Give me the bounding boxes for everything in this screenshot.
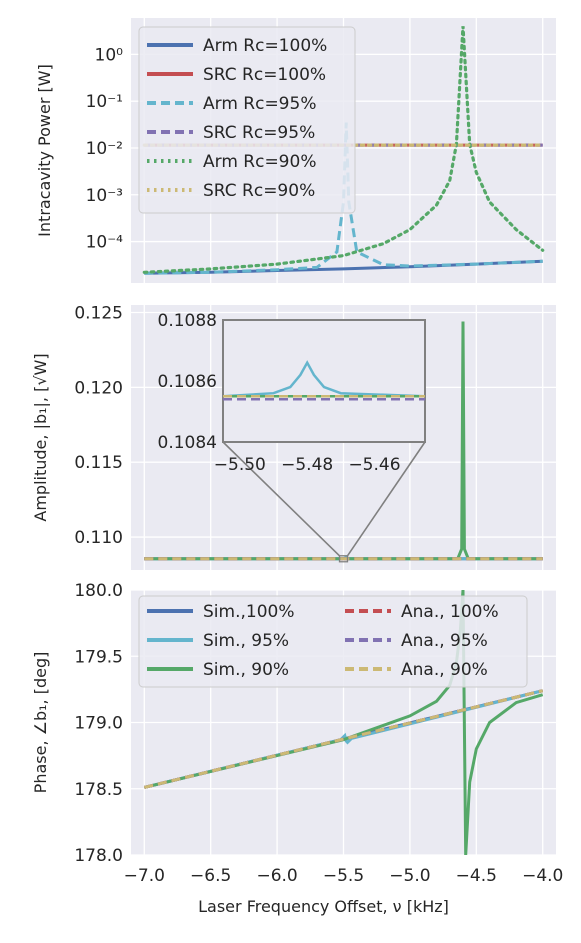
- inset-x-tick-label: −5.50: [214, 455, 266, 475]
- y-tick-label: 178.5: [74, 780, 123, 800]
- x-tick-label: −6.5: [190, 866, 231, 886]
- inset-y-tick-label: 0.1086: [158, 372, 217, 392]
- series-line-6: [143, 689, 544, 789]
- panel-2: 0.110 0.115 0.120 0.125 Amplitude, |b₁|, [√W…: [31, 303, 556, 570]
- inset-x-tick-label: −5.48: [281, 455, 333, 475]
- x-tick-label: −4.0: [522, 866, 563, 886]
- y-tick-label: 10⁰: [95, 45, 124, 65]
- y-tick-label: 10⁻³: [86, 186, 123, 206]
- inset-frame: [222, 319, 426, 443]
- inset-y-tick-label: 0.1084: [158, 433, 217, 453]
- legend-label: Ana., 95%: [401, 631, 488, 651]
- y-tick-label: 178.0: [74, 846, 123, 866]
- y-tick-label: 10⁻¹: [86, 92, 123, 112]
- legend: Sim.,100% Sim., 95% Sim., 90% Ana., 100% Ana…: [138, 595, 528, 688]
- legend-label: SRC Rc=100%: [203, 65, 326, 85]
- x-tick-label: −7.0: [124, 866, 165, 886]
- series-line-5: [142, 26, 545, 274]
- y-tick-label: 10⁻²: [86, 139, 123, 159]
- x-tick-label: −6.0: [256, 866, 297, 886]
- y-tick-label: 179.5: [74, 647, 123, 667]
- y-tick-label: 180.0: [74, 581, 123, 601]
- y-tick-label: 0.115: [74, 453, 123, 473]
- legend-label: Arm Rc=90%: [203, 152, 316, 172]
- series-group: [144, 321, 543, 561]
- y-tick-label: 0.110: [74, 528, 123, 548]
- inset-y-tick-label: 0.1088: [158, 311, 217, 331]
- y-tick-label: 0.120: [74, 378, 123, 398]
- legend-label: Ana., 100%: [401, 602, 499, 622]
- inset: 0.1084 0.1086 0.1088 −5.50 −5.48 −5.46: [158, 311, 426, 563]
- legend-frame: [138, 595, 528, 688]
- legend-label: Arm Rc=95%: [203, 94, 316, 114]
- zoom-box: [338, 555, 349, 563]
- x-tick-label: −5.5: [323, 866, 364, 886]
- y-axis-label: Phase, ∠b₁, [deg]: [31, 652, 50, 794]
- x-axis-label: Laser Frequency Offset, ν [kHz]: [198, 897, 449, 916]
- legend: Arm Rc=100% SRC Rc=100% Arm Rc=95% SRC Rc=9…: [138, 26, 356, 214]
- x-tick-label: −5.0: [389, 866, 430, 886]
- y-tick-label: 179.0: [74, 714, 123, 734]
- legend-label: SRC Rc=95%: [203, 123, 315, 143]
- legend-label: Sim., 90%: [203, 660, 289, 680]
- inset-x-tick-label: −5.46: [348, 455, 400, 475]
- legend-label: SRC Rc=90%: [203, 181, 315, 201]
- connector-line: [222, 441, 341, 557]
- y-tick-label: 0.125: [74, 303, 123, 323]
- legend-label: Ana., 90%: [401, 660, 488, 680]
- legend-label: Sim., 95%: [203, 631, 289, 651]
- panel-3: 178.0 178.5 179.0 179.5 180.0 Phase, ∠b₁, [de…: [31, 581, 563, 916]
- legend-label: Sim.,100%: [203, 602, 294, 622]
- y-axis-label: Intracavity Power [W]: [35, 64, 54, 237]
- y-tick-label: 10⁻⁴: [86, 233, 124, 253]
- panel-1: 10⁰ 10⁻¹ 10⁻² 10⁻³ 10⁻⁴ Intracavity Power [W]…: [35, 18, 556, 283]
- legend-label: Arm Rc=100%: [203, 36, 327, 56]
- x-tick-label: −4.5: [456, 866, 497, 886]
- y-axis-label: Amplitude, |b₁|, [√W]: [31, 353, 50, 521]
- inset-series-1: [222, 360, 426, 398]
- connector-line: [346, 441, 426, 557]
